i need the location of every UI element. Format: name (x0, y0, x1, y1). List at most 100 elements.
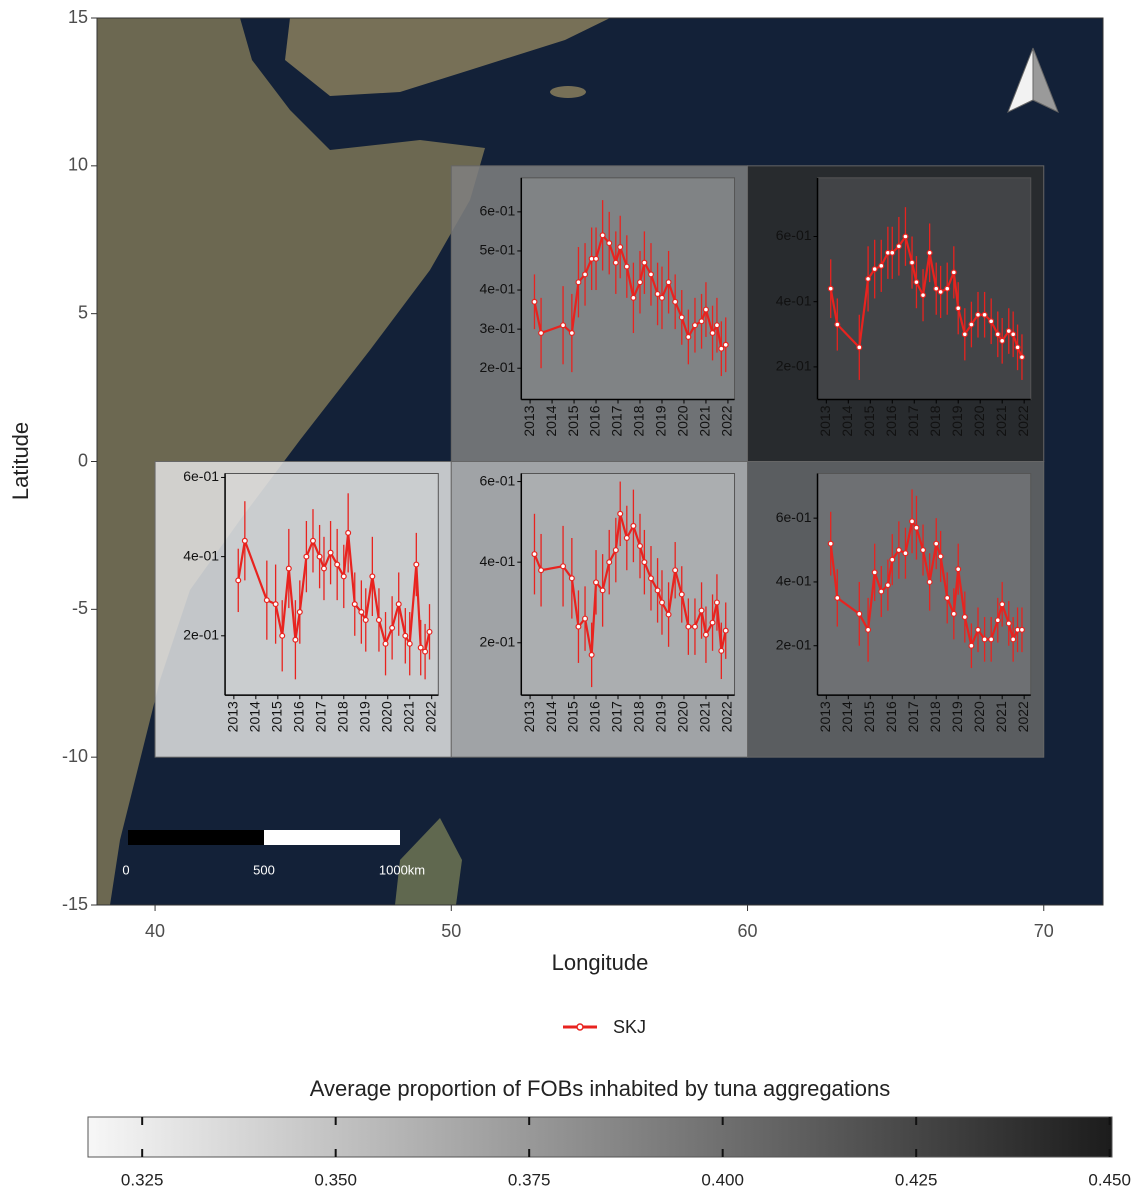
point (981, 311, 988, 318)
inset-x-tick-label: 2014 (839, 405, 855, 436)
point (641, 559, 648, 566)
inset-x-tick-label: 2018 (927, 405, 943, 436)
point (865, 275, 872, 282)
point (375, 616, 382, 623)
point (950, 610, 957, 617)
inset-panel (224, 473, 439, 696)
point (672, 567, 679, 574)
point (718, 647, 725, 654)
point (582, 271, 589, 278)
point (395, 601, 402, 608)
inset-x-tick-label: 2015 (565, 701, 581, 732)
point (961, 331, 968, 338)
legend: SKJ (563, 1017, 646, 1037)
inset-x-tick-label: 2021 (993, 405, 1009, 436)
point (827, 285, 834, 292)
point (362, 616, 369, 623)
point (702, 631, 709, 638)
point (636, 543, 643, 550)
point (968, 321, 975, 328)
point (865, 626, 872, 633)
point (937, 553, 944, 560)
point (913, 279, 920, 286)
colorbar-tick-label: 0.325 (121, 1170, 164, 1189)
legend-label: SKJ (613, 1017, 646, 1037)
inset-x-tick-label: 2013 (521, 405, 537, 436)
inset-x-tick-label: 2022 (1015, 701, 1031, 732)
point (1010, 636, 1017, 643)
point (327, 549, 334, 556)
inset-x-tick-label: 2020 (675, 701, 691, 732)
inset-y-tick-label: 6e-01 (479, 203, 515, 219)
point (358, 609, 365, 616)
scale-bar-white (264, 830, 400, 845)
point (593, 579, 600, 586)
point (994, 617, 1001, 624)
point (296, 609, 303, 616)
cell-fill (450, 165, 749, 462)
point (1018, 354, 1025, 361)
y-tick-label: -5 (72, 598, 88, 618)
inset-x-tick-label: 2015 (565, 405, 581, 436)
north-arrow-right (1032, 47, 1059, 113)
point (617, 510, 624, 517)
inset-x-tick-label: 2019 (356, 701, 372, 732)
point (647, 271, 654, 278)
point (560, 322, 567, 329)
point (1014, 344, 1021, 351)
inset-y-tick-label: 2e-01 (479, 633, 515, 649)
point (889, 249, 896, 256)
point (856, 344, 863, 351)
inset-y-tick-label: 2e-01 (479, 359, 515, 375)
point (691, 322, 698, 329)
inset-y-tick-label: 4e-01 (776, 573, 812, 589)
inset-x-tick-label: 2022 (719, 405, 735, 436)
point (955, 566, 962, 573)
colorbar-tick-label: 0.425 (895, 1170, 938, 1189)
point (538, 330, 545, 337)
x-axis-title: Longitude (552, 950, 649, 975)
point (422, 648, 429, 655)
land-africa (97, 18, 485, 905)
inset-y-tick-label: 2e-01 (776, 636, 812, 652)
point (303, 553, 310, 560)
land-socotra (550, 86, 586, 98)
inset-x-tick-label: 2019 (949, 701, 965, 732)
north-arrow (1007, 47, 1059, 113)
point (834, 321, 841, 328)
point (382, 640, 389, 647)
inset-x-tick-label: 2022 (1015, 405, 1031, 436)
colorbar-tick-label: 0.350 (314, 1170, 357, 1189)
point (369, 573, 376, 580)
inset-x-tick-label: 2016 (291, 701, 307, 732)
point (933, 540, 940, 547)
point (981, 636, 988, 643)
point (599, 232, 606, 239)
point (320, 565, 327, 572)
land-madagascar (395, 818, 462, 905)
point (263, 597, 270, 604)
point (709, 619, 716, 626)
point (235, 577, 242, 584)
point (678, 591, 685, 598)
scale-label: 1000km (379, 862, 425, 877)
inset-y-tick-label: 4e-01 (479, 281, 515, 297)
point (999, 337, 1006, 344)
point (641, 259, 648, 266)
point (974, 626, 981, 633)
point (606, 559, 613, 566)
inset-x-tick-label: 2021 (697, 701, 713, 732)
inset-x-tick-label: 2020 (675, 405, 691, 436)
point (588, 651, 595, 658)
point (871, 266, 878, 273)
inset-x-tick-label: 2013 (225, 701, 241, 732)
inset-x-tick-label: 2016 (587, 405, 603, 436)
point (309, 537, 316, 544)
point (568, 330, 575, 337)
point (884, 582, 891, 589)
point (1005, 328, 1012, 335)
inset-x-tick-label: 2017 (905, 405, 921, 436)
point (926, 578, 933, 585)
colorbar (87, 1116, 1113, 1158)
point (926, 249, 933, 256)
